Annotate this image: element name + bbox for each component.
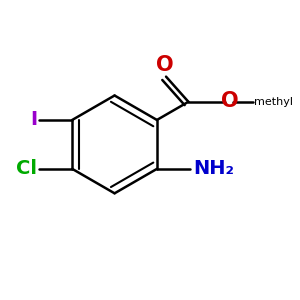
Text: O: O [156,56,173,76]
Text: Cl: Cl [16,159,37,178]
Text: I: I [30,110,37,130]
Text: NH₂: NH₂ [193,159,234,178]
Text: O: O [221,91,238,111]
Text: methyl: methyl [254,97,293,107]
